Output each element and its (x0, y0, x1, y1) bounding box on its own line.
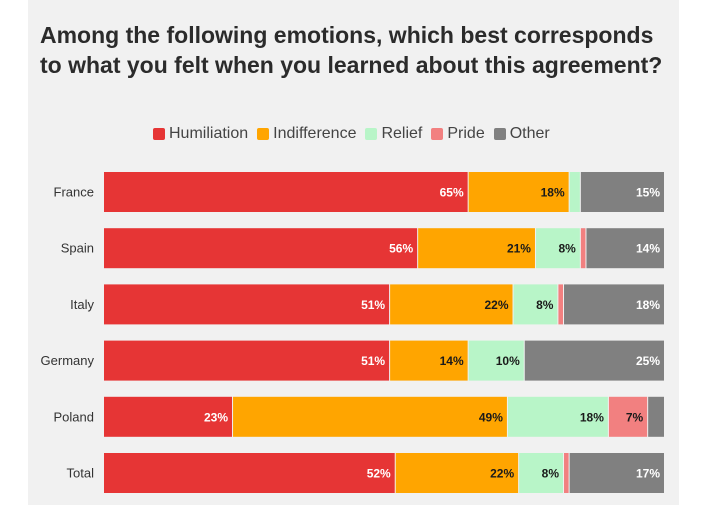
data-label-spain-humiliation: 56% (389, 242, 413, 256)
bar-germany-indifference (390, 340, 468, 381)
data-label-italy-other: 18% (636, 298, 660, 312)
bar-france-indifference (468, 172, 569, 212)
legend-label: Pride (447, 125, 485, 142)
data-label-total-relief: 8% (542, 467, 560, 481)
data-label-total-indifference: 22% (490, 467, 514, 481)
bar-italy-humiliation (104, 284, 390, 325)
legend-item-indifference: Indifference (257, 125, 356, 143)
bar-france-relief (569, 172, 580, 212)
legend-label: Humiliation (169, 125, 249, 142)
bar-spain-other (586, 228, 664, 269)
bar-italy-indifference (390, 284, 513, 325)
bar-poland-indifference (233, 396, 507, 437)
data-label-poland-relief: 18% (580, 410, 604, 424)
bar-italy-relief (513, 284, 558, 325)
data-label-france-other: 15% (636, 186, 660, 200)
bar-spain-indifference (418, 228, 535, 269)
data-label-spain-other: 14% (636, 242, 660, 256)
data-label-italy-relief: 8% (536, 298, 554, 312)
data-label-total-humiliation: 52% (367, 467, 391, 481)
legend-item-humiliation: Humiliation (153, 125, 248, 143)
data-label-germany-other: 25% (636, 354, 660, 368)
data-label-spain-indifference: 21% (507, 242, 531, 256)
bar-germany-humiliation (104, 340, 390, 381)
bar-italy-pride (558, 284, 564, 325)
legend-swatch (153, 128, 165, 140)
legend-label: Relief (381, 125, 423, 142)
bar-poland-other (648, 396, 664, 437)
data-label-france-indifference: 18% (541, 186, 565, 200)
legend-item-other: Other (493, 125, 550, 143)
data-label-poland-pride: 7% (626, 410, 644, 424)
legend-label: Indifference (273, 125, 357, 142)
bar-italy-other (564, 284, 664, 325)
category-label-spain: Spain (61, 241, 94, 256)
data-label-spain-relief: 8% (559, 242, 577, 256)
data-label-poland-indifference: 49% (479, 410, 503, 424)
chart-title: Among the following emotions, which best… (40, 22, 663, 78)
legend-swatch (493, 128, 506, 140)
category-label-poland: Poland (54, 409, 94, 424)
bar-total-relief (519, 453, 564, 493)
legend-item-relief: Relief (365, 125, 422, 143)
legend-swatch (257, 128, 270, 140)
bar-total-pride (564, 453, 569, 493)
category-label-italy: Italy (70, 297, 94, 312)
data-label-germany-relief: 10% (496, 354, 520, 368)
data-label-total-other: 17% (636, 467, 660, 481)
category-label-france: France (54, 185, 94, 200)
data-label-italy-humiliation: 51% (361, 298, 385, 312)
data-label-germany-indifference: 14% (440, 354, 464, 368)
data-label-poland-humiliation: 23% (204, 410, 228, 424)
bar-poland-relief (507, 396, 608, 437)
data-label-germany-humiliation: 51% (361, 354, 385, 368)
category-label-total: Total (67, 466, 95, 481)
bar-france-other (580, 172, 664, 212)
data-label-france-humiliation: 65% (440, 186, 464, 200)
legend-swatch (365, 128, 378, 140)
bar-spain-pride (580, 228, 586, 269)
bar-poland-humiliation (104, 396, 233, 437)
category-label-germany: Germany (41, 353, 95, 368)
bar-germany-other (524, 340, 664, 381)
legend-label: Other (509, 125, 550, 142)
legend-swatch (431, 128, 444, 140)
bar-poland-pride (608, 396, 648, 437)
bar-total-indifference (395, 453, 519, 493)
bar-spain-humiliation (104, 228, 418, 269)
bar-total-other (569, 453, 664, 493)
legend: Humiliation Indifference Relief Pride Other (153, 123, 550, 145)
bar-germany-relief (468, 340, 524, 381)
bar-total-humiliation (104, 453, 395, 493)
data-label-italy-indifference: 22% (484, 298, 508, 312)
legend-item-pride: Pride (431, 125, 485, 143)
bar-france-humiliation (104, 172, 468, 212)
bar-spain-relief (535, 228, 580, 269)
